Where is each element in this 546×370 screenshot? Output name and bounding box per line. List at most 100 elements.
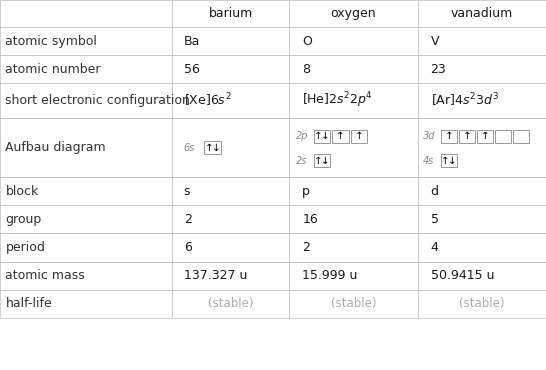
Text: 2: 2 <box>183 213 192 226</box>
Bar <box>351 130 367 143</box>
Text: 15.999 u: 15.999 u <box>302 269 358 282</box>
Bar <box>0 290 172 318</box>
Bar <box>418 290 546 318</box>
Bar <box>0 83 172 118</box>
Bar <box>172 290 289 318</box>
Text: 2: 2 <box>302 241 310 254</box>
Bar <box>172 262 289 290</box>
Text: Ba: Ba <box>183 34 200 48</box>
Bar <box>333 130 349 143</box>
Bar <box>172 205 289 233</box>
Text: 23: 23 <box>430 63 446 76</box>
Bar <box>441 154 457 167</box>
Bar <box>513 130 529 143</box>
Text: oxygen: oxygen <box>331 7 376 20</box>
Text: 4: 4 <box>430 241 438 254</box>
Text: ↑: ↑ <box>444 131 453 141</box>
Text: ↓: ↓ <box>321 131 330 141</box>
Bar <box>418 27 546 55</box>
Bar <box>172 55 289 83</box>
Bar <box>289 233 418 262</box>
Text: [Xe]6$s^2$: [Xe]6$s^2$ <box>183 92 232 110</box>
Text: ↑: ↑ <box>441 156 450 166</box>
Text: (stable): (stable) <box>331 297 376 310</box>
Text: 16: 16 <box>302 213 318 226</box>
Bar <box>172 177 289 205</box>
Text: ↑: ↑ <box>480 131 489 141</box>
Text: atomic symbol: atomic symbol <box>5 34 97 48</box>
Text: [He]2$s^2$2$p^4$: [He]2$s^2$2$p^4$ <box>302 91 373 110</box>
Text: s: s <box>183 185 190 198</box>
Text: atomic number: atomic number <box>5 63 101 76</box>
Text: 8: 8 <box>302 63 310 76</box>
Bar <box>418 233 546 262</box>
Bar <box>0 262 172 290</box>
Text: ↑: ↑ <box>205 142 214 153</box>
Text: [Ar]4$s^2$3$d^3$: [Ar]4$s^2$3$d^3$ <box>430 92 498 110</box>
Bar <box>0 205 172 233</box>
Bar <box>418 205 546 233</box>
Text: p: p <box>302 185 310 198</box>
Text: ↑: ↑ <box>462 131 471 141</box>
Text: group: group <box>5 213 41 226</box>
Text: ↑: ↑ <box>314 131 323 141</box>
Text: ↑: ↑ <box>355 131 364 141</box>
Bar <box>418 55 546 83</box>
Text: ↑: ↑ <box>336 131 345 141</box>
Text: vanadium: vanadium <box>450 7 513 20</box>
Text: O: O <box>302 34 312 48</box>
Bar <box>289 205 418 233</box>
Bar <box>172 118 289 177</box>
Bar <box>172 83 289 118</box>
Bar <box>418 118 546 177</box>
Text: ↓: ↓ <box>321 156 330 166</box>
Text: atomic mass: atomic mass <box>5 269 85 282</box>
Bar <box>0 55 172 83</box>
Text: 5: 5 <box>430 213 438 226</box>
Bar <box>289 55 418 83</box>
Bar <box>289 118 418 177</box>
Text: 6: 6 <box>183 241 192 254</box>
Text: 3d: 3d <box>423 131 435 141</box>
Text: short electronic configuration: short electronic configuration <box>5 94 191 107</box>
Text: V: V <box>430 34 439 48</box>
Bar <box>172 27 289 55</box>
Text: 2p: 2p <box>296 131 308 141</box>
Text: 50.9415 u: 50.9415 u <box>430 269 494 282</box>
Bar <box>172 233 289 262</box>
Bar <box>289 0 418 27</box>
Text: d: d <box>430 185 438 198</box>
Bar <box>0 233 172 262</box>
Bar <box>477 130 493 143</box>
Bar <box>314 130 330 143</box>
Bar <box>418 83 546 118</box>
Bar <box>289 262 418 290</box>
Text: half-life: half-life <box>5 297 52 310</box>
Bar <box>289 83 418 118</box>
Text: period: period <box>5 241 45 254</box>
Text: ↑: ↑ <box>314 156 323 166</box>
Text: (stable): (stable) <box>208 297 253 310</box>
Bar <box>459 130 475 143</box>
Text: 137.327 u: 137.327 u <box>183 269 247 282</box>
Text: 2s: 2s <box>296 156 307 166</box>
Bar <box>0 118 172 177</box>
Bar <box>289 27 418 55</box>
Bar <box>0 27 172 55</box>
Bar <box>495 130 511 143</box>
Bar <box>418 177 546 205</box>
Text: ↓: ↓ <box>211 142 221 153</box>
Text: block: block <box>5 185 39 198</box>
Bar <box>204 141 221 154</box>
Bar <box>0 177 172 205</box>
Text: 56: 56 <box>183 63 200 76</box>
Bar <box>418 0 546 27</box>
Text: ↓: ↓ <box>448 156 456 166</box>
Bar <box>172 0 289 27</box>
Text: barium: barium <box>209 7 253 20</box>
Text: 6s: 6s <box>183 142 195 153</box>
Bar <box>289 177 418 205</box>
Text: Aufbau diagram: Aufbau diagram <box>5 141 106 154</box>
Bar <box>0 0 172 27</box>
Bar <box>418 262 546 290</box>
